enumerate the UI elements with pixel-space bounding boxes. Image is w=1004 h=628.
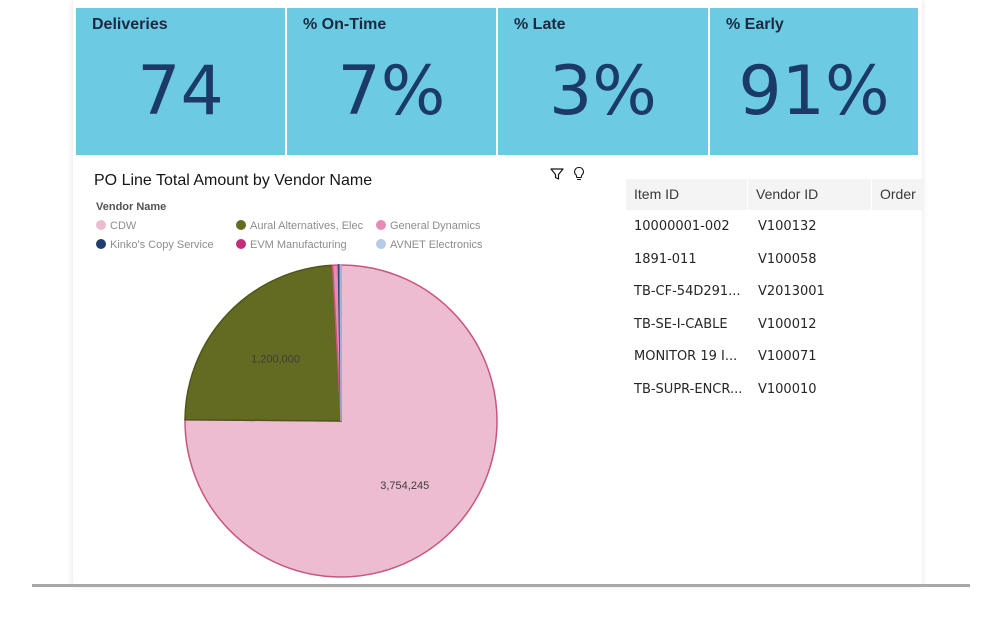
table-cell: V100012 <box>758 317 817 332</box>
legend-title: Vendor Name <box>96 201 167 213</box>
legend-item[interactable]: Aural Alternatives, Elec <box>236 220 363 232</box>
legend-swatch <box>236 239 246 249</box>
pie-slice[interactable] <box>184 264 498 578</box>
column-header-item-id[interactable]: Item ID <box>626 179 747 210</box>
legend-item[interactable]: CDW <box>96 220 136 232</box>
legend-item[interactable]: Kinko's Copy Service <box>96 239 214 251</box>
kpi-value: 7% <box>337 52 446 131</box>
legend-label: Aural Alternatives, Elec <box>250 220 364 232</box>
table-cell: TB-CF-54D291... <box>634 284 741 299</box>
pie-slice-label: 3,754,245 <box>380 480 429 492</box>
legend-item[interactable]: AVNET Electronics <box>376 239 483 251</box>
kpi-value: 74 <box>137 52 224 131</box>
legend-label: AVNET Electronics <box>390 239 483 251</box>
kpi-title: Deliveries <box>92 16 168 33</box>
kpi-card-deliveries[interactable]: Deliveries 74 <box>76 8 285 155</box>
legend-swatch <box>236 220 246 230</box>
table-cell: V2013001 <box>758 284 825 299</box>
legend-label: Kinko's Copy Service <box>110 239 214 251</box>
table-cell: 10000001-002 <box>634 219 730 234</box>
chart-legend: Vendor Name CDW Aural Alternatives, Elec… <box>94 201 514 261</box>
kpi-title: % Late <box>514 16 566 33</box>
legend-label: EVM Manufacturing <box>250 239 347 251</box>
kpi-card-on-time[interactable]: % On-Time 7% <box>287 8 496 155</box>
pie-slice[interactable] <box>339 264 342 422</box>
legend-swatch <box>376 239 386 249</box>
column-divider <box>747 179 748 210</box>
pie-chart: 3,754,245 1,200,000 <box>184 264 498 578</box>
kpi-value: 91% <box>738 52 890 131</box>
column-divider <box>871 179 872 210</box>
chart-title: PO Line Total Amount by Vendor Name <box>94 172 373 189</box>
table-cell: V100058 <box>758 252 817 267</box>
dashboard-canvas: Deliveries 74 % On-Time 7% % Late 3% % E… <box>73 0 922 586</box>
kpi-title: % Early <box>726 16 784 33</box>
table-cell: 1891-011 <box>634 252 697 267</box>
table-cell: TB-SUPR-ENCR... <box>634 382 743 397</box>
kpi-card-late[interactable]: % Late 3% <box>498 8 708 155</box>
bottom-divider <box>32 584 970 587</box>
legend-swatch <box>376 220 386 230</box>
legend-item[interactable]: General Dynamics <box>376 220 480 232</box>
table-cell: MONITOR 19 I... <box>634 349 738 364</box>
kpi-card-early[interactable]: % Early 91% <box>710 8 918 155</box>
legend-swatch <box>96 239 106 249</box>
chart-toolbar <box>549 166 589 184</box>
column-header-order[interactable]: Order <box>872 179 922 210</box>
legend-swatch <box>96 220 106 230</box>
table-cell: V100132 <box>758 219 817 234</box>
pie-slice-label: 1,200,000 <box>251 354 300 366</box>
table-cell: V100071 <box>758 349 817 364</box>
kpi-title: % On-Time <box>303 16 387 33</box>
table-cell: TB-SE-I-CABLE <box>634 317 728 332</box>
legend-label: General Dynamics <box>390 220 481 232</box>
filter-icon[interactable] <box>549 166 565 182</box>
pie-slice[interactable] <box>184 264 342 422</box>
column-header-vendor-id[interactable]: Vendor ID <box>748 179 871 210</box>
legend-item[interactable]: EVM Manufacturing <box>236 239 347 251</box>
kpi-value: 3% <box>549 52 657 131</box>
legend-label: CDW <box>110 220 137 232</box>
lightbulb-icon[interactable] <box>571 166 587 182</box>
table-cell: V100010 <box>758 382 817 397</box>
